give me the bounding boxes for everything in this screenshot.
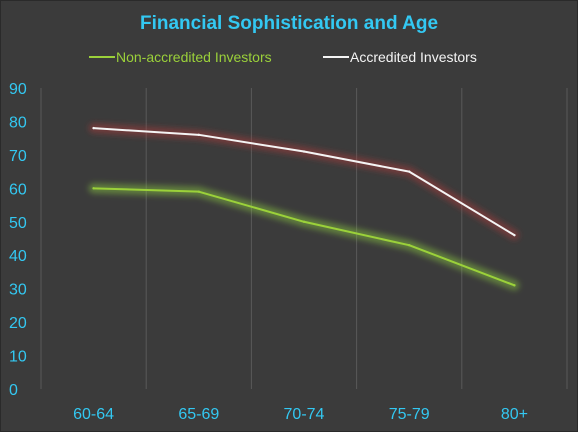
data-point <box>513 284 516 287</box>
y-axis: 0 10 20 30 40 50 60 70 80 90 <box>9 81 27 399</box>
data-point <box>197 190 200 193</box>
data-point <box>513 233 516 237</box>
y-tick-label: 20 <box>9 315 27 332</box>
legend-label: Accredited Investors <box>350 49 477 65</box>
data-point <box>92 126 95 130</box>
data-point <box>408 243 411 247</box>
y-tick-label: 30 <box>9 282 27 299</box>
y-tick-label: 60 <box>9 181 27 198</box>
x-tick-label: 80+ <box>501 406 528 423</box>
data-point <box>302 150 306 153</box>
data-point <box>408 170 411 173</box>
y-tick-label: 10 <box>9 349 27 366</box>
x-axis: 60-64 65-69 70-74 75-79 80+ <box>73 406 528 423</box>
x-tick-label: 60-64 <box>73 406 114 423</box>
data-point <box>92 187 95 190</box>
y-tick-label: 0 <box>9 382 18 399</box>
series-group <box>88 123 520 291</box>
legend-label: Non-accredited Investors <box>116 49 272 65</box>
y-tick-label: 40 <box>9 248 27 265</box>
chart-title: Financial Sophistication and Age <box>140 13 438 34</box>
data-point <box>302 220 306 223</box>
x-tick-label: 70-74 <box>284 406 325 423</box>
x-tick-label: 75-79 <box>389 406 430 423</box>
y-tick-label: 90 <box>9 81 27 98</box>
data-point <box>197 133 200 137</box>
y-tick-label: 70 <box>9 148 27 165</box>
x-tick-label: 65-69 <box>178 406 219 423</box>
series-glow <box>88 183 520 291</box>
series-line-1 <box>92 187 516 287</box>
y-tick-label: 80 <box>9 114 27 131</box>
legend: Non-accredited Investors Accredited Inves… <box>89 49 477 65</box>
y-tick-label: 50 <box>9 215 27 232</box>
